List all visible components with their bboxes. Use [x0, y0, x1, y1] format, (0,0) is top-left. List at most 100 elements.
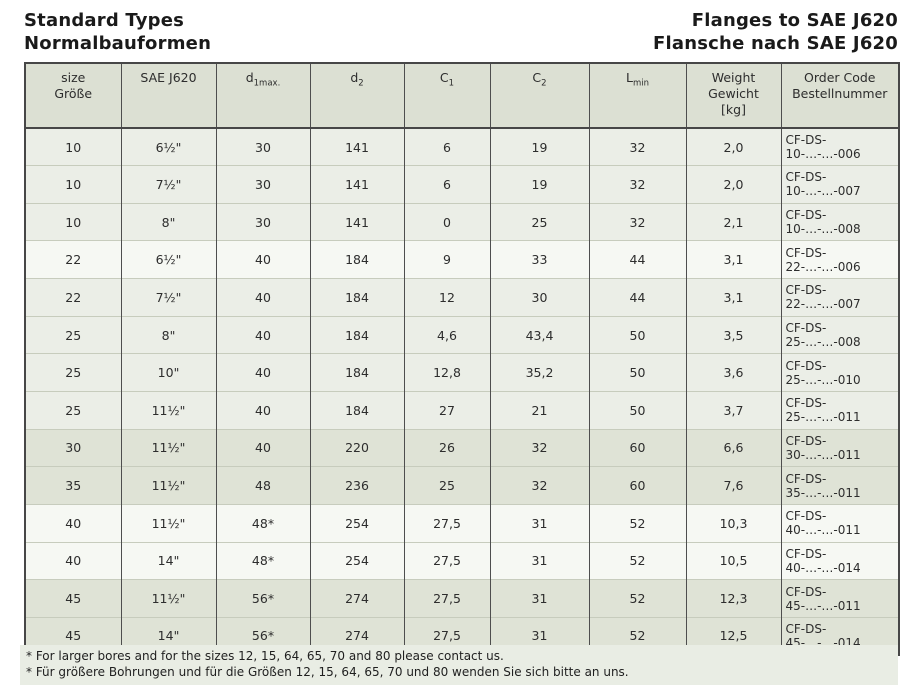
page-title-en: Standard Types	[24, 10, 185, 31]
page-title-right-de: Flansche nach SAE J620	[653, 33, 898, 54]
cell-weight: 2,1	[685, 202, 781, 241]
cell-d1: 56*	[215, 579, 310, 618]
flange-dimensions-table: size Größe SAE J620 d1max. d2 C1 C2 Lmin Weight G…	[24, 62, 900, 656]
cell-c2: 30	[489, 278, 589, 317]
cell-d2: 141	[309, 165, 404, 204]
table-row: 25 8" 40 184 4,6 43,4 50 3,5 CF-DS-25-…-…-008	[25, 315, 899, 354]
cell-lmin: 32	[588, 165, 686, 204]
flange-table-container: size Größe SAE J620 d1max. d2 C1 C2 Lmin Weight G…	[24, 62, 900, 656]
cell-weight: 3,1	[685, 240, 781, 279]
cell-size: 22	[25, 278, 121, 317]
cell-sae: 10"	[120, 353, 216, 392]
column-header-c2: C2	[489, 63, 589, 129]
cell-c1: 12,8	[403, 353, 490, 392]
cell-size: 25	[25, 390, 121, 430]
table-row: 45 11½" 56* 274 27,5 31 52 12,3 CF-DS-45-…-…-011	[25, 579, 899, 618]
cell-c1: 26	[403, 428, 490, 467]
cell-d2: 220	[309, 428, 404, 467]
cell-d1: 40	[215, 240, 310, 279]
cell-c1: 12	[403, 278, 490, 317]
cell-c1: 0	[403, 202, 490, 241]
cell-sae: 11½"	[120, 579, 216, 618]
cell-c2: 32	[489, 428, 589, 467]
table-row: 35 11½" 48 236 25 32 60 7,6 CF-DS-35-…-…-011	[25, 466, 899, 505]
table-row: 10 8" 30 141 0 25 32 2,1 CF-DS-10-…-…-008	[25, 202, 899, 241]
cell-order: CF-DS-10-…-…-007	[780, 165, 899, 204]
cell-d2: 141	[309, 202, 404, 241]
cell-order: CF-DS-30-…-…-011	[780, 428, 899, 467]
cell-order: CF-DS-22-…-…-007	[780, 278, 899, 317]
cell-lmin: 44	[588, 278, 686, 317]
cell-order: CF-DS-10-…-…-008	[780, 202, 899, 241]
table-row: 22 7½" 40 184 12 30 44 3,1 CF-DS-22-…-…-007	[25, 278, 899, 317]
cell-order: CF-DS-25-…-…-011	[780, 390, 899, 430]
cell-c2: 31	[489, 579, 589, 618]
cell-lmin: 52	[588, 503, 686, 543]
page-title-right-en: Flanges to SAE J620	[691, 10, 898, 31]
cell-d1: 30	[215, 128, 310, 166]
column-header-order: Order Code Bestellnummer	[780, 63, 899, 129]
cell-weight: 3,1	[685, 278, 781, 317]
table-row: 25 11½" 40 184 27 21 50 3,7 CF-DS-25-…-…-011	[25, 390, 899, 430]
cell-weight: 12,3	[685, 579, 781, 618]
cell-lmin: 60	[588, 466, 686, 505]
cell-size: 35	[25, 466, 121, 505]
cell-d2: 141	[309, 128, 404, 166]
page-title-right: Flanges to SAE J620 Flansche nach SAE J6…	[653, 9, 898, 55]
cell-sae: 14"	[120, 541, 216, 580]
table-row: 10 7½" 30 141 6 19 32 2,0 CF-DS-10-…-…-007	[25, 165, 899, 204]
cell-c1: 6	[403, 128, 490, 166]
cell-lmin: 32	[588, 128, 686, 166]
page-title-de: Normalbauformen	[24, 33, 212, 54]
cell-lmin: 44	[588, 240, 686, 279]
cell-size: 25	[25, 353, 121, 392]
cell-order: CF-DS-40-…-…-011	[780, 503, 899, 543]
cell-sae: 8"	[120, 315, 216, 354]
cell-d1: 30	[215, 165, 310, 204]
cell-c1: 6	[403, 165, 490, 204]
cell-sae: 11½"	[120, 428, 216, 467]
cell-sae: 11½"	[120, 390, 216, 430]
cell-order: CF-DS-25-…-…-008	[780, 315, 899, 354]
cell-size: 10	[25, 202, 121, 241]
cell-c1: 25	[403, 466, 490, 505]
cell-size: 22	[25, 240, 121, 279]
cell-weight: 2,0	[685, 128, 781, 166]
cell-d1: 40	[215, 428, 310, 467]
cell-d1: 48*	[215, 541, 310, 580]
cell-c1: 27,5	[403, 579, 490, 618]
footnote-de: * Für größere Bohrungen und für die Größ…	[26, 664, 629, 679]
table-row: 40 11½" 48* 254 27,5 31 52 10,3 CF-DS-40-…-…-011	[25, 503, 899, 543]
cell-weight: 3,6	[685, 353, 781, 392]
cell-order: CF-DS-25-…-…-010	[780, 353, 899, 392]
cell-d1: 40	[215, 390, 310, 430]
cell-lmin: 52	[588, 579, 686, 618]
cell-weight: 6,6	[685, 428, 781, 467]
cell-d2: 274	[309, 579, 404, 618]
cell-size: 10	[25, 128, 121, 166]
cell-lmin: 50	[588, 315, 686, 354]
cell-lmin: 50	[588, 390, 686, 430]
cell-d1: 48*	[215, 503, 310, 543]
cell-d2: 184	[309, 390, 404, 430]
cell-d2: 236	[309, 466, 404, 505]
cell-sae: 11½"	[120, 503, 216, 543]
cell-weight: 7,6	[685, 466, 781, 505]
column-header-d2: d2	[309, 63, 404, 129]
table-row: 10 6½" 30 141 6 19 32 2,0 CF-DS-10-…-…-006	[25, 128, 899, 166]
cell-c2: 19	[489, 165, 589, 204]
cell-c2: 31	[489, 503, 589, 543]
column-header-d1: d1max.	[215, 63, 310, 129]
cell-c1: 9	[403, 240, 490, 279]
cell-weight: 10,5	[685, 541, 781, 580]
table-header-row: size Größe SAE J620 d1max. d2 C1 C2 Lmin Weight G…	[25, 63, 899, 129]
table-row: 40 14" 48* 254 27,5 31 52 10,5 CF-DS-40-…-…-014	[25, 541, 899, 580]
cell-size: 40	[25, 503, 121, 543]
cell-order: CF-DS-35-…-…-011	[780, 466, 899, 505]
cell-size: 30	[25, 428, 121, 467]
cell-c1: 27,5	[403, 503, 490, 543]
cell-lmin: 50	[588, 353, 686, 392]
cell-d1: 40	[215, 278, 310, 317]
cell-sae: 11½"	[120, 466, 216, 505]
cell-c2: 32	[489, 466, 589, 505]
